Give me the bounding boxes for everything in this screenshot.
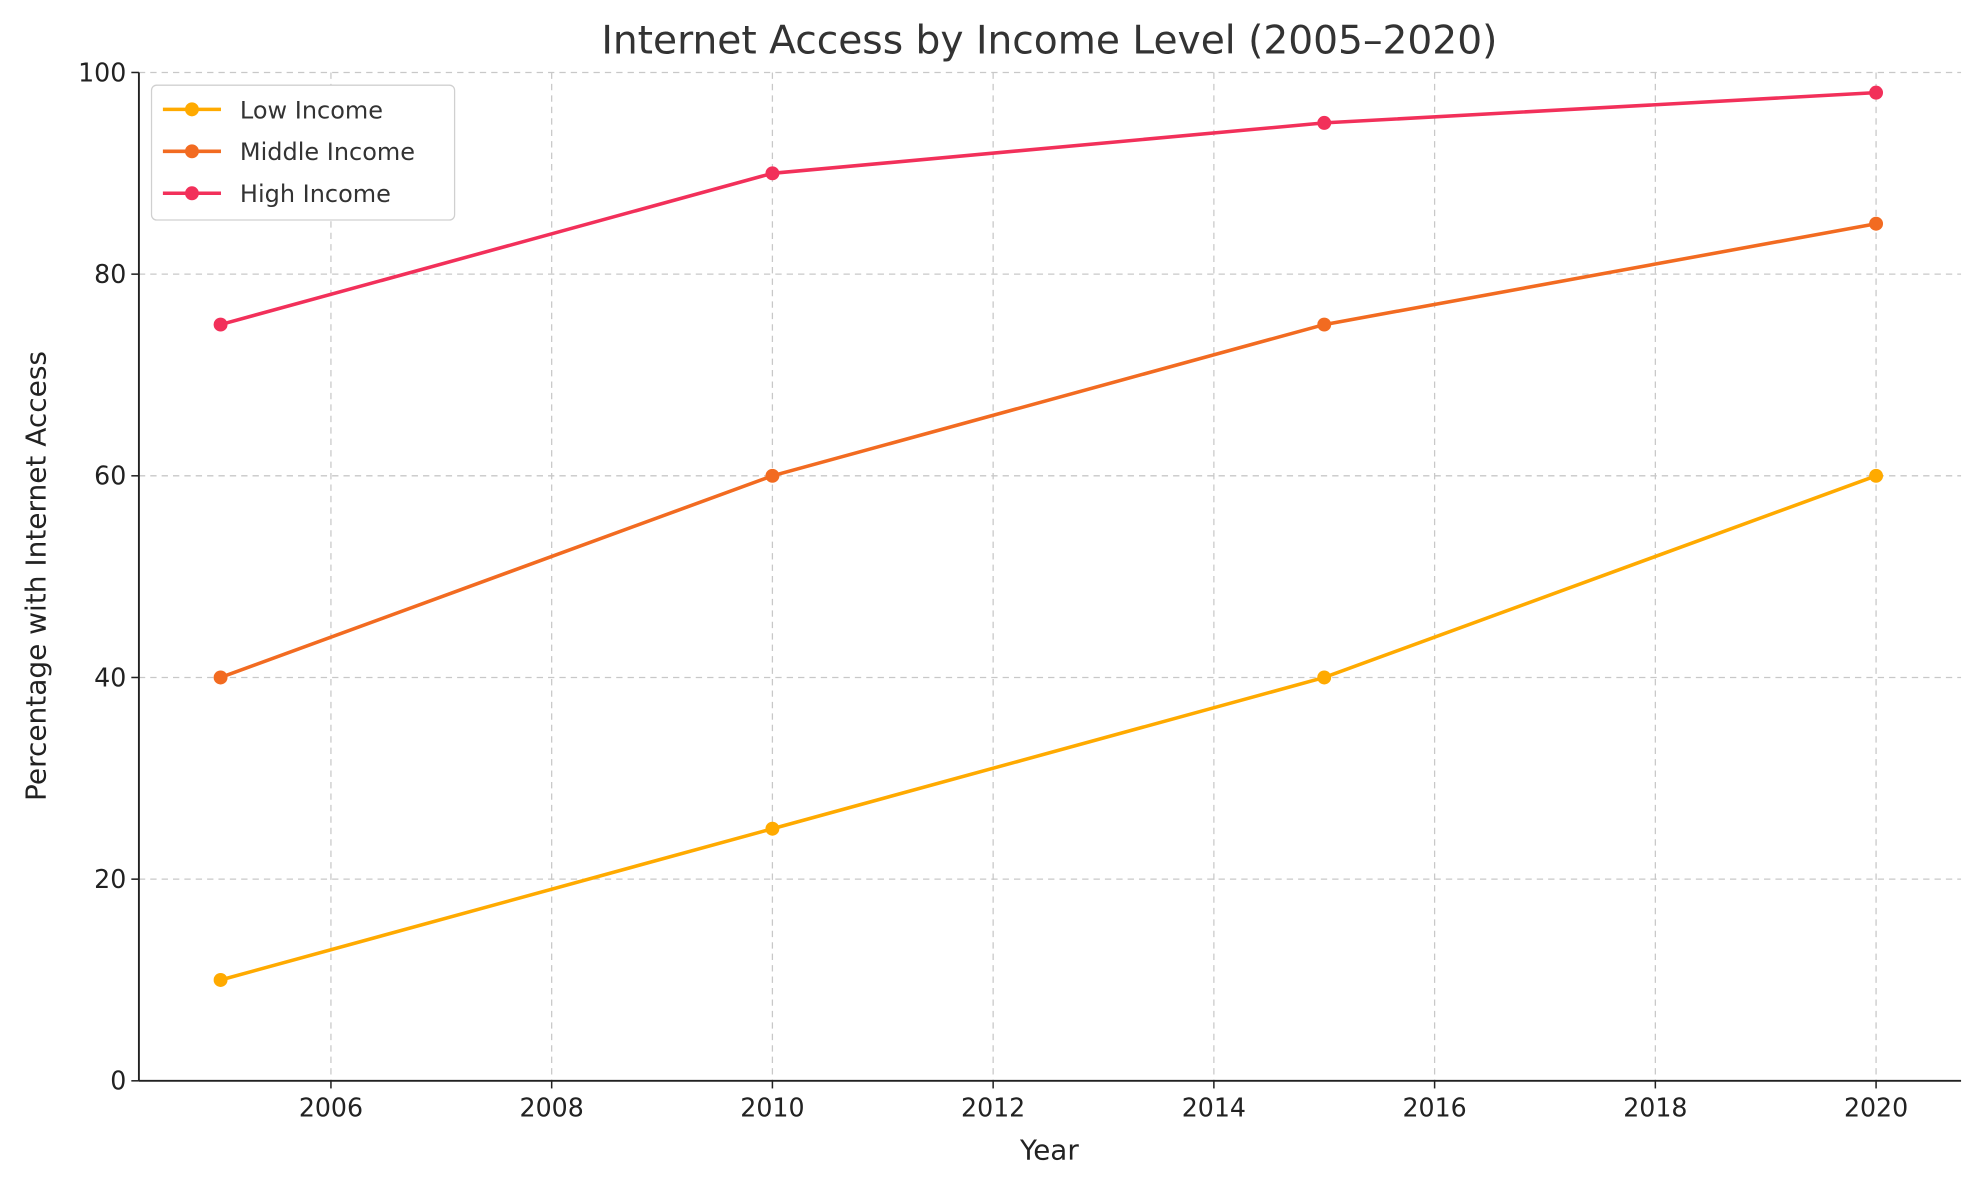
y-tick-label: 60 — [94, 461, 126, 491]
x-tick-label: 2014 — [1182, 1092, 1246, 1122]
legend-marker — [184, 186, 199, 201]
x-tick-label: 2018 — [1623, 1092, 1687, 1122]
data-point-middle-income — [1317, 317, 1332, 332]
y-tick-label: 40 — [94, 662, 126, 692]
data-point-high-income — [765, 166, 780, 181]
data-point-high-income — [1317, 115, 1332, 130]
data-point-high-income — [213, 317, 228, 332]
y-tick-label: 100 — [78, 57, 126, 87]
data-point-middle-income — [1869, 216, 1884, 231]
data-point-low-income — [1317, 670, 1332, 685]
x-axis-label: Year — [1019, 1134, 1079, 1167]
y-tick-label: 80 — [94, 259, 126, 289]
legend-label: Low Income — [240, 96, 383, 124]
y-tick-label: 0 — [110, 1066, 126, 1096]
series-line-middle-income — [219, 221, 1877, 680]
legend: Low Income Middle Income High Income — [150, 84, 456, 221]
data-point-middle-income — [213, 670, 228, 685]
x-tick-label: 2020 — [1844, 1092, 1908, 1122]
x-tick-label: 2010 — [740, 1092, 804, 1122]
legend-marker — [184, 102, 199, 117]
series-line-high-income — [220, 90, 1877, 327]
legend-box — [150, 84, 456, 221]
data-point-middle-income — [765, 468, 780, 483]
grid — [138, 71, 1962, 1082]
chart-title: Internet Access by Income Level (2005–20… — [601, 18, 1497, 63]
legend-marker — [184, 144, 199, 159]
series-group — [213, 85, 1884, 987]
y-tick-label: 20 — [94, 864, 126, 894]
data-point-low-income — [213, 972, 228, 987]
x-tick-label: 2016 — [1402, 1092, 1466, 1122]
axes: 2006 2008 2010 2012 2014 2016 2018 2020 0 20 40 60 8… — [78, 57, 1962, 1122]
data-point-low-income — [765, 821, 780, 836]
x-tick-label: 2008 — [520, 1092, 584, 1122]
data-point-low-income — [1869, 468, 1884, 483]
y-axis-label: Percentage with Internet Access — [20, 351, 53, 801]
x-tick-label: 2006 — [299, 1092, 363, 1122]
series-line-low-income — [220, 474, 1877, 982]
x-tick-label: 2012 — [961, 1092, 1025, 1122]
legend-label: Middle Income — [240, 138, 415, 166]
legend-label: High Income — [240, 180, 391, 208]
data-point-high-income — [1869, 85, 1884, 100]
